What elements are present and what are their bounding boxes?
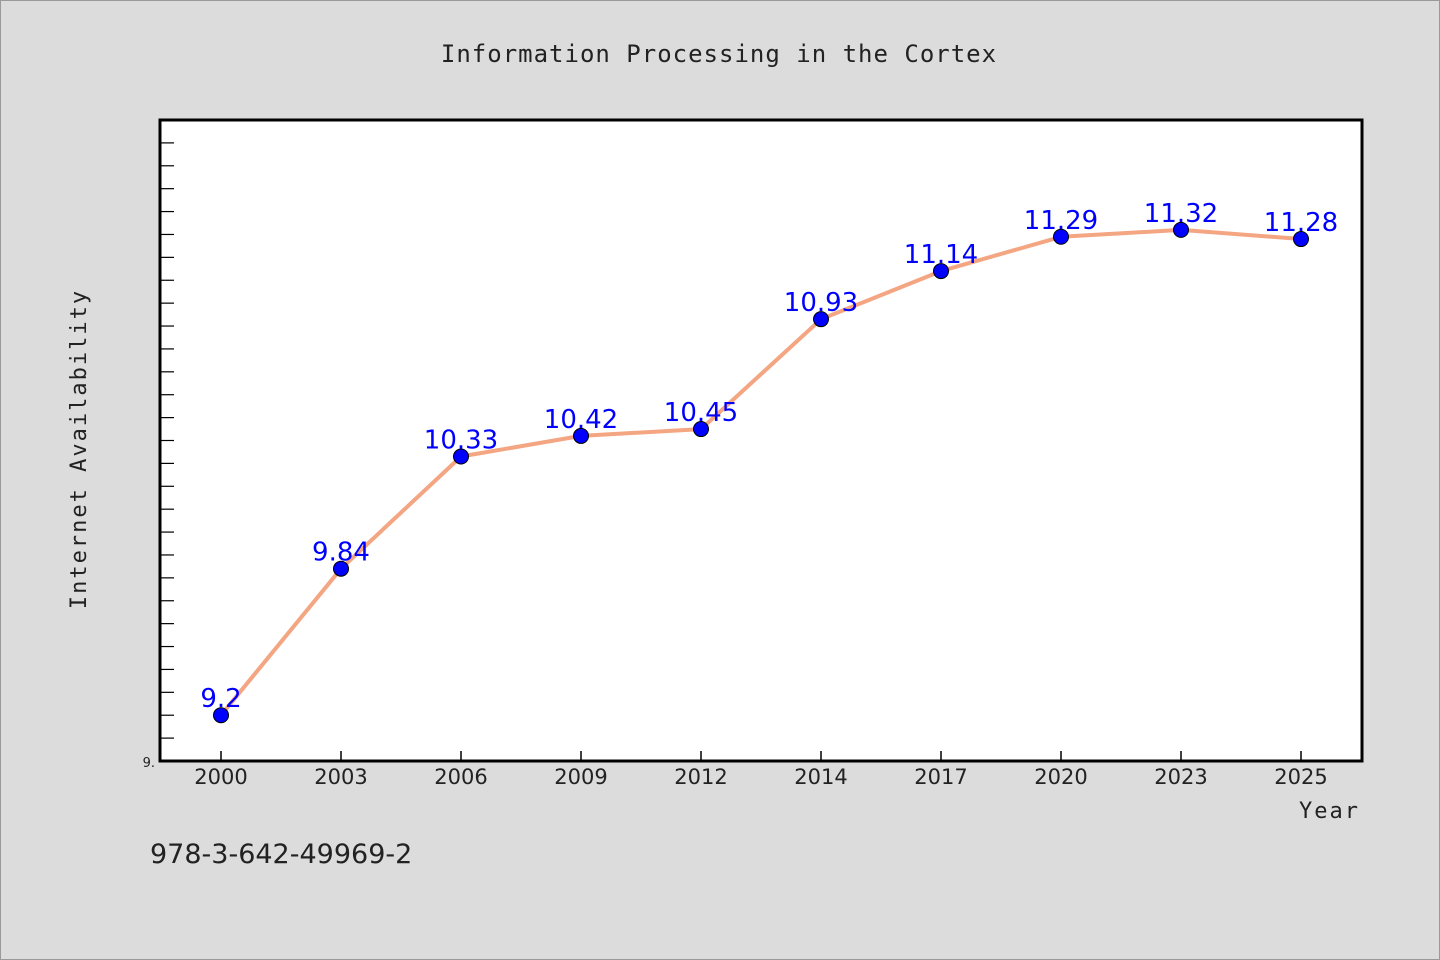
x-tick-label: 2020 <box>1034 765 1087 789</box>
data-point <box>1173 221 1189 238</box>
x-tick-label: 2023 <box>1154 765 1207 789</box>
data-point <box>573 427 589 444</box>
chart-title: Information Processing in the Cortex <box>441 40 997 68</box>
x-tick-label: 2025 <box>1274 765 1327 789</box>
data-point <box>933 263 949 280</box>
x-tick-label: 2000 <box>194 765 247 789</box>
data-point <box>693 421 709 438</box>
x-axis-tick-labels: 2000 2003 2006 2009 2012 2014 2017 2020 2023 2025 <box>194 765 1327 789</box>
data-point <box>213 707 229 724</box>
data-point <box>333 560 349 577</box>
data-point <box>1053 228 1069 245</box>
y-axis-ticks <box>160 142 174 739</box>
data-point <box>1293 231 1309 248</box>
x-tick-label: 2014 <box>794 765 847 789</box>
y-axis-label: Internet Availability <box>67 289 92 609</box>
series-line <box>219 227 1303 718</box>
data-point <box>453 448 469 465</box>
plot-area <box>158 118 1364 763</box>
x-tick-label: 2006 <box>434 765 487 789</box>
footer-isbn: 978-3-642-49969-2 <box>150 839 412 870</box>
x-axis-label: Year <box>1299 799 1360 824</box>
x-tick-label: 2012 <box>674 765 727 789</box>
x-tick-label: 2017 <box>914 765 967 789</box>
x-axis-ticks <box>220 751 1302 761</box>
x-tick-label: 2009 <box>554 765 607 789</box>
y-tick-label: 9. <box>143 756 155 771</box>
x-tick-label: 2003 <box>314 765 367 789</box>
data-point <box>813 311 829 328</box>
